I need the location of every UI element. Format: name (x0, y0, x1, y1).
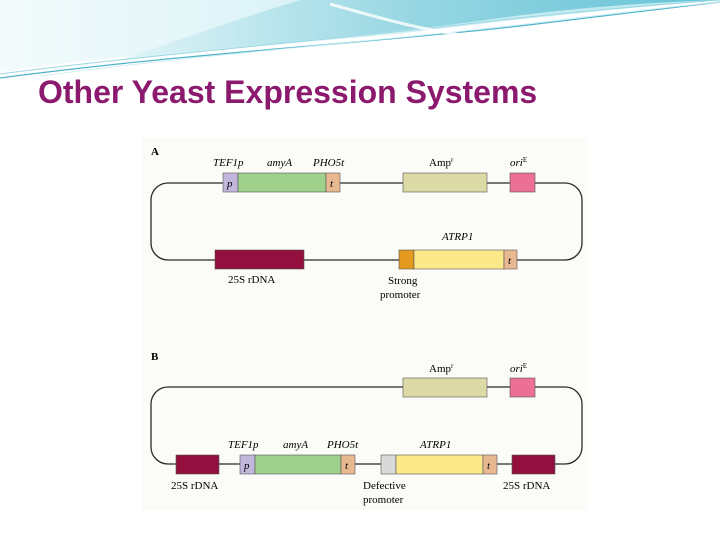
figure-background (142, 138, 588, 510)
panel-a-pho5t-label: PHO5t (312, 157, 345, 169)
panel-a: A TEF1p amyA PHO5t Ampr oriE p t ATRP1 t… (150, 146, 583, 301)
banner-line-3 (39, 1, 720, 77)
panel-b-terminator-t (340, 454, 356, 475)
panel-a-ampr-label: Ampr (429, 156, 454, 169)
panel-a-rdna (214, 249, 305, 270)
panel-b-rdna-right-label: 25S rDNA (503, 480, 550, 492)
header-banner (0, 0, 720, 79)
panel-b-atrp1-terminator-text: t (487, 460, 491, 472)
banner-swoosh (329, 2, 471, 38)
panel-b-atrp1-gene (395, 454, 484, 475)
panel-a-amya-gene (237, 172, 327, 193)
panel-a-strong-label-1: Strong (388, 275, 418, 287)
panel-a-tef1p-label: TEF1p (213, 157, 244, 169)
panel-b-plasmid-backbone (150, 386, 583, 465)
panel-b-terminator-t-text: t (345, 460, 349, 472)
panel-b-label: B (151, 351, 159, 363)
panel-b-amya-gene (254, 454, 342, 475)
panel-b-rdna-right (511, 454, 556, 475)
panel-b-ampr-label: Ampr (429, 362, 454, 375)
panel-a-terminator-t-text: t (330, 178, 334, 190)
panel-b-defective-promoter (380, 454, 397, 475)
panel-b-atrp1-label: ATRP1 (419, 439, 451, 451)
panel-b-defective-label-2: promoter (363, 494, 404, 506)
panel-a-orie (509, 172, 536, 193)
panel-b-pho5t-label: PHO5t (326, 439, 359, 451)
panel-a-rdna-label: 25S rDNA (228, 274, 275, 286)
panel-b-orie-label: oriE (510, 362, 527, 375)
panel-b: B Ampr oriE TEF1p amyA PHO5t ATRP1 p t t… (150, 351, 583, 506)
panel-a-strong-label-2: promoter (380, 289, 421, 301)
panel-a-atrp1-gene (413, 249, 505, 270)
panel-b-tef1p-label: TEF1p (228, 439, 259, 451)
panel-b-atrp1-terminator (482, 454, 498, 475)
banner-wave-front (120, 0, 720, 60)
panel-a-terminator-t (325, 172, 341, 193)
panel-b-orie (509, 377, 536, 398)
panel-a-ampr-gene (402, 172, 488, 193)
panel-b-defective-label-1: Defective (363, 480, 406, 492)
panel-a-atrp1-terminator-text: t (508, 255, 512, 267)
panel-b-amya-label: amyA (283, 439, 308, 451)
panel-a-strong-promoter (398, 249, 415, 270)
panel-a-plasmid-backbone (150, 182, 583, 261)
slide-title: Other Yeast Expression Systems (38, 74, 538, 110)
panel-a-amya-label: amyA (267, 157, 292, 169)
panel-a-atrp1-label: ATRP1 (441, 231, 473, 243)
panel-b-rdna-left (175, 454, 220, 475)
panel-a-atrp1-terminator (503, 249, 518, 270)
panel-a-promoter-p-text: p (226, 178, 233, 190)
panel-b-ampr-gene (402, 377, 488, 398)
banner-line-2 (0, 0, 720, 75)
panel-b-rdna-left-label: 25S rDNA (171, 480, 218, 492)
panel-a-orie-label: oriE (510, 156, 527, 169)
panel-b-promoter-p-text: p (243, 460, 250, 472)
panel-a-label: A (151, 146, 159, 158)
